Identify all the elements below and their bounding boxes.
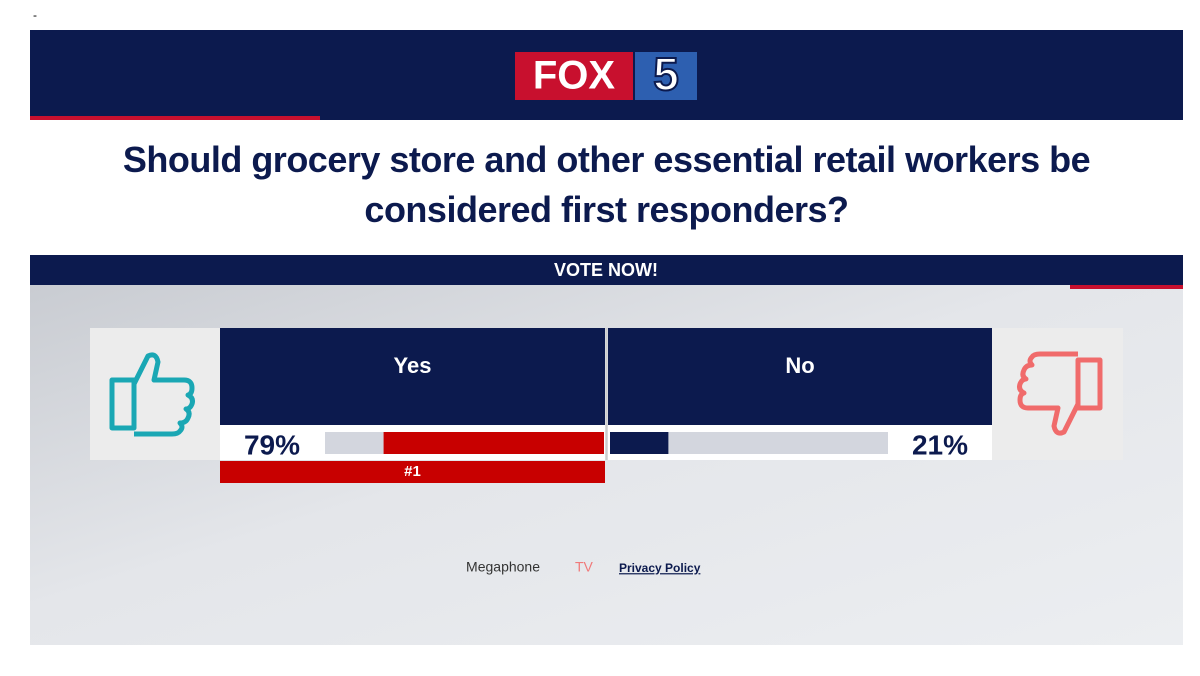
- question-box: Should grocery store and other essential…: [122, 139, 1091, 230]
- header-accent: [30, 116, 320, 120]
- option-button[interactable]: [220, 328, 605, 425]
- banner-accent: [1070, 285, 1183, 289]
- logo-red: [515, 52, 633, 100]
- privacy-link[interactable]: Privacy Policy: [619, 561, 701, 575]
- thumbs-up-icon: [109, 352, 195, 437]
- result-percent: 21%: [912, 429, 968, 460]
- page-marker: -: [33, 8, 37, 22]
- result-bar: [383, 432, 604, 454]
- rank-bar: [220, 461, 605, 483]
- result-track: [610, 432, 888, 454]
- thumbs-down-icon: [1017, 351, 1103, 436]
- logo-word: FOX: [533, 54, 616, 98]
- vote-banner-text: VOTE NOW!: [554, 260, 658, 280]
- question: Should grocery store and other essential…: [122, 139, 1091, 230]
- option-label: Yes: [394, 353, 432, 378]
- logo: FOX 5: [515, 47, 697, 101]
- thumbs-down-box: [992, 328, 1123, 460]
- rank-label: #1: [404, 463, 421, 480]
- vote-banner: [30, 255, 1183, 285]
- logo-number: 5: [653, 48, 679, 100]
- footer-brand-suffix: TV: [575, 559, 594, 575]
- logo-blue: [635, 52, 697, 100]
- result-percent: 79%: [244, 429, 300, 460]
- option-button[interactable]: [608, 328, 992, 425]
- result-bar: [610, 432, 669, 454]
- option-label: No: [785, 353, 814, 378]
- footer-brand: Megaphone: [466, 559, 540, 575]
